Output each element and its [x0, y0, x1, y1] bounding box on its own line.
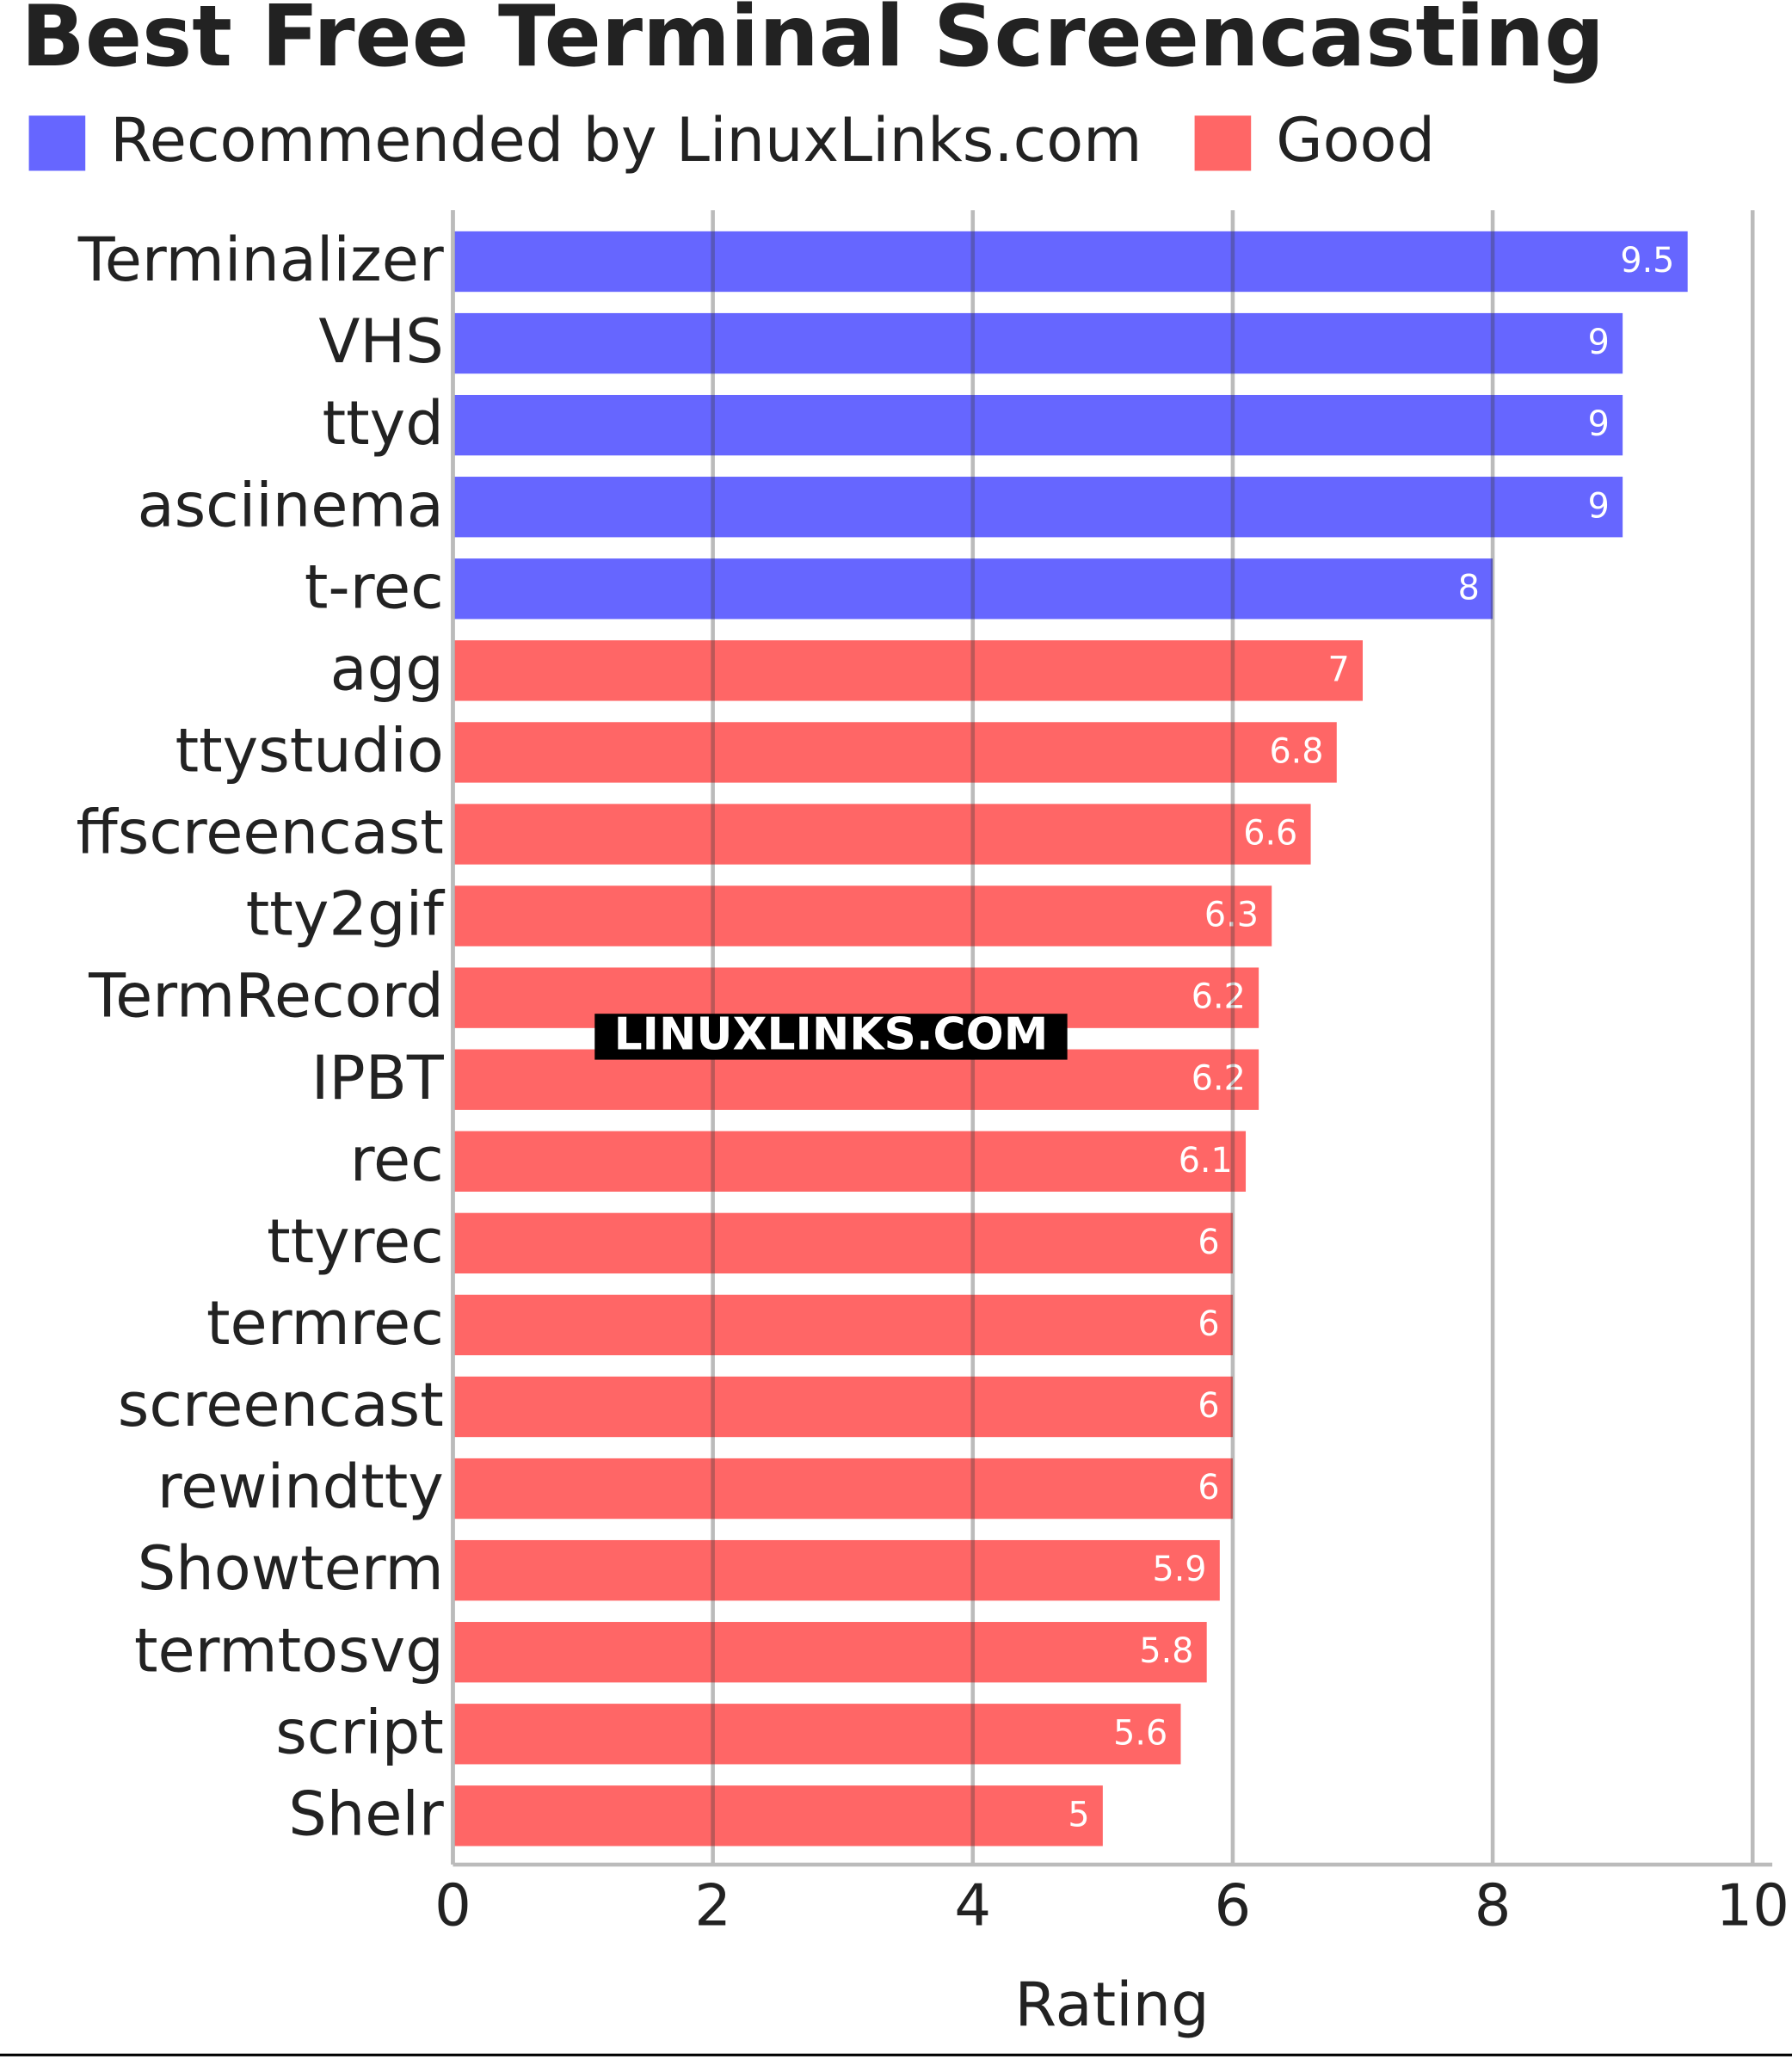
- bar: [453, 1131, 1247, 1192]
- bar: [453, 1704, 1181, 1765]
- value-label: 9.5: [1620, 241, 1674, 280]
- y-tick-label: rewindtty: [157, 1452, 444, 1522]
- y-tick-label: Showterm: [138, 1533, 444, 1604]
- value-label: 5.8: [1139, 1631, 1193, 1671]
- value-label: 5.6: [1113, 1713, 1167, 1753]
- x-tick-label: 0: [434, 1871, 471, 1939]
- y-tick-label: Terminalizer: [77, 225, 444, 295]
- y-tick-label: termrec: [206, 1288, 444, 1359]
- bar: [453, 394, 1623, 456]
- y-tick-label: IPBT: [311, 1043, 445, 1113]
- value-label: 6: [1198, 1386, 1219, 1426]
- y-tick-label: asciinema: [138, 470, 444, 540]
- bar: [453, 231, 1688, 293]
- x-tick-label: 2: [694, 1871, 731, 1939]
- y-tick-label: VHS: [318, 306, 443, 377]
- y-tick-label: script: [275, 1697, 444, 1767]
- chart-title: Best Free Terminal Screencasting: [21, 0, 1604, 86]
- bar: [453, 640, 1363, 701]
- value-label: 6.3: [1204, 896, 1259, 935]
- value-label: 6.2: [1192, 977, 1246, 1017]
- bar: [453, 477, 1623, 538]
- watermark: LINUXLINKS.COM: [614, 1009, 1049, 1061]
- value-label: 9: [1588, 323, 1610, 362]
- value-label: 6: [1198, 1468, 1219, 1507]
- value-label: 7: [1328, 650, 1350, 689]
- value-label: 6.8: [1269, 731, 1323, 771]
- y-tick-label: TermRecord: [88, 961, 444, 1032]
- watermark-bg: [594, 1014, 1068, 1060]
- y-tick-label: rec: [350, 1125, 444, 1195]
- y-tick-label: t-rec: [305, 552, 444, 622]
- value-label: 6.6: [1243, 814, 1297, 854]
- x-tick-label: 10: [1716, 1871, 1789, 1939]
- value-label: 9: [1588, 486, 1610, 526]
- y-tick-label: agg: [330, 633, 444, 704]
- y-tick-label: termtosvg: [134, 1615, 444, 1686]
- value-label: 9: [1588, 404, 1610, 444]
- bar: [453, 885, 1272, 946]
- bar: [453, 1376, 1233, 1438]
- legend-swatch: [28, 115, 86, 171]
- x-tick-label: 4: [954, 1871, 991, 1939]
- legend-label: Recommended by LinuxLinks.com: [110, 105, 1142, 176]
- bar: [453, 722, 1337, 783]
- legend-label: Good: [1276, 105, 1435, 176]
- y-tick-label: screencast: [118, 1370, 444, 1440]
- y-tick-label: Shelr: [288, 1779, 444, 1849]
- value-label: 8: [1458, 568, 1480, 607]
- legend-swatch: [1194, 115, 1252, 171]
- x-axis-label: Rating: [1014, 1970, 1209, 2040]
- y-tick-label: ttyd: [323, 388, 444, 459]
- value-label: 5.9: [1152, 1550, 1206, 1589]
- bar: [453, 312, 1623, 374]
- bar: [453, 1458, 1233, 1520]
- x-tick-label: 8: [1475, 1871, 1512, 1939]
- y-tick-label: ttyrec: [267, 1206, 444, 1277]
- x-tick-label: 6: [1215, 1871, 1252, 1939]
- bar: [453, 1212, 1233, 1274]
- value-label: 6.2: [1192, 1059, 1246, 1099]
- value-label: 6.1: [1179, 1141, 1233, 1181]
- value-label: 6: [1198, 1223, 1219, 1262]
- bar: [453, 1539, 1220, 1601]
- y-tick-label: tty2gif: [246, 879, 446, 950]
- bar: [453, 804, 1311, 865]
- bar: [453, 558, 1493, 620]
- value-label: 5: [1068, 1795, 1089, 1834]
- y-tick-label: ttystudio: [176, 716, 444, 786]
- y-tick-label: ffscreencast: [76, 798, 443, 868]
- bar: [453, 1785, 1103, 1846]
- value-label: 6: [1198, 1304, 1219, 1344]
- bar: [453, 1622, 1207, 1683]
- bar: [453, 1294, 1233, 1356]
